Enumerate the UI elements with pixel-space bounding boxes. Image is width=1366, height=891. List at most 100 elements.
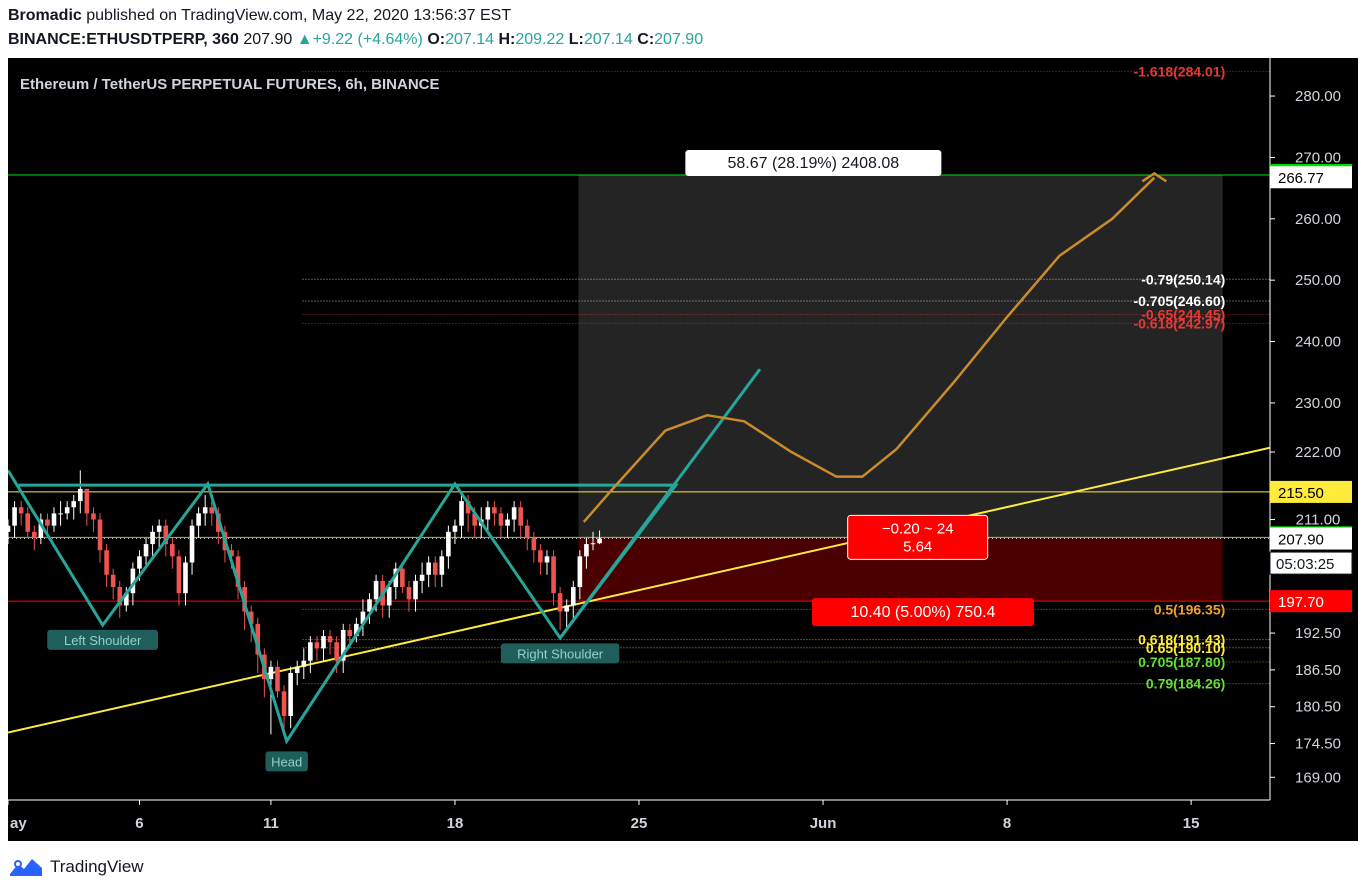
x-tick-label: 18: [447, 815, 464, 832]
plot-area: -1.618(284.01) -0.79(250.14) -0.705(246.60…: [8, 64, 1270, 772]
candle-body: [524, 525, 530, 538]
candle-body: [156, 525, 162, 532]
fib-label: -0.65(244.45): [1141, 307, 1225, 323]
countdown-box: [1269, 551, 1353, 575]
candle-body: [137, 556, 142, 569]
x-tick-label: ay: [10, 815, 27, 832]
pattern-label: Left Shoulder: [64, 633, 142, 648]
candle-body: [426, 562, 431, 575]
candle-body: [281, 691, 287, 716]
candle-body: [570, 587, 576, 606]
candle-body: [64, 507, 70, 514]
risk-reward-line2: 5.64: [903, 538, 932, 555]
pattern-label: Head: [271, 754, 302, 769]
candle-body: [189, 525, 195, 563]
candle-body: [143, 544, 149, 557]
pattern-extension: [558, 368, 762, 639]
candle-body: [38, 519, 44, 538]
footer: TradingView: [8, 852, 144, 882]
candle-body: [590, 543, 596, 545]
up-arrow-icon: ▲: [296, 31, 313, 48]
candle-body: [386, 587, 392, 606]
risk-reward-box: [847, 514, 989, 560]
candle-body: [314, 642, 320, 649]
fib-label: 0.5(196.35): [1154, 601, 1226, 617]
candle-body: [511, 507, 517, 520]
y-tick-label: 280.00: [1295, 88, 1341, 105]
candle-body: [301, 660, 307, 667]
candle-body: [84, 488, 90, 514]
price-tag-box: [1270, 166, 1352, 189]
y-tick-label: 222.00: [1295, 444, 1341, 461]
candle-body: [268, 666, 274, 680]
x-tick-label: Jun: [810, 815, 837, 832]
candle-body: [110, 574, 116, 588]
candle-body: [97, 519, 103, 551]
candle-body: [492, 507, 497, 514]
risk-reward-line1: −0.20 ~ 24: [882, 520, 954, 537]
price-tag-label: 207.90: [1278, 532, 1324, 549]
candle-body: [163, 525, 169, 545]
y-tick-label: 230.00: [1295, 395, 1341, 412]
footer-brand[interactable]: TradingView: [50, 857, 144, 876]
y-tick-label: 192.50: [1295, 625, 1341, 642]
candle-body: [150, 531, 155, 545]
candle-body: [202, 507, 208, 514]
fib-label: 0.618(191.43): [1138, 632, 1225, 648]
candle-body: [531, 537, 537, 551]
x-tick-label: 8: [1003, 815, 1011, 832]
candle-body: [327, 636, 333, 643]
open-label: O:: [427, 31, 446, 48]
author-name[interactable]: Bromadic: [8, 7, 82, 24]
chart-panel[interactable]: -1.618(284.01) -0.79(250.14) -0.705(246.60…: [7, 58, 1358, 841]
x-tick-label: 25: [631, 815, 648, 832]
candle-body: [275, 666, 280, 692]
candle-body: [196, 513, 201, 526]
candle-body: [235, 556, 241, 588]
candle-body: [360, 611, 366, 624]
candle-body: [255, 623, 261, 655]
price-change: +9.22 (+4.64%): [312, 31, 423, 48]
candle-body: [58, 513, 63, 515]
stop-label: 10.40 (5.00%) 750.4: [850, 604, 995, 621]
fib-label: -0.705(246.60): [1133, 293, 1225, 309]
candle-body: [78, 488, 83, 502]
candle-body: [288, 672, 293, 716]
x-tick-label: 15: [1183, 815, 1200, 832]
y-tick-label: 174.50: [1295, 736, 1341, 753]
candle-body: [8, 525, 11, 532]
candle-body: [472, 513, 477, 526]
candle-body: [577, 556, 583, 588]
candle-body: [505, 519, 510, 526]
fib-label: -0.618(242.97): [1133, 315, 1225, 331]
candle-body: [354, 623, 359, 637]
candle-body: [551, 556, 556, 594]
candle-body: [18, 507, 24, 514]
y-tick-label: 169.00: [1295, 769, 1341, 786]
symbol-label: BINANCE:ETHUSDTPERP, 360: [8, 31, 239, 48]
x-tick-label: 11: [263, 815, 279, 832]
time-axis: ay 6 11 18 25 Jun 8 15: [7, 800, 1200, 832]
projection-path: [582, 176, 1156, 523]
pattern-label: Right Shoulder: [517, 646, 604, 661]
candle-body: [544, 556, 550, 563]
countdown-label: 05:03:25: [1276, 556, 1334, 573]
pattern-label-box: [47, 629, 159, 650]
target-label: 58.67 (28.19%) 2408.08: [728, 155, 900, 172]
price-tag-label: 266.77: [1278, 170, 1324, 187]
tradingview-logo-icon[interactable]: [8, 856, 44, 878]
stop-label-box: [811, 598, 1034, 627]
candle-body: [51, 513, 57, 526]
publish-info: published on TradingView.com, May 22, 20…: [81, 7, 512, 24]
high-label: H:: [498, 31, 516, 48]
candle-body: [117, 587, 123, 606]
x-tick-label: 6: [135, 815, 143, 832]
fib-label: 0.65(190.10): [1146, 640, 1225, 656]
price-chart[interactable]: -1.618(284.01) -0.79(250.14) -0.705(246.60…: [7, 58, 1358, 841]
close-label: C:: [637, 31, 655, 48]
y-tick-label: 186.50: [1295, 662, 1341, 679]
y-tick-label: 260.00: [1295, 211, 1341, 228]
candle-body: [373, 580, 379, 600]
pattern-label-box: [500, 643, 620, 664]
y-tick-label: 180.50: [1295, 699, 1341, 716]
